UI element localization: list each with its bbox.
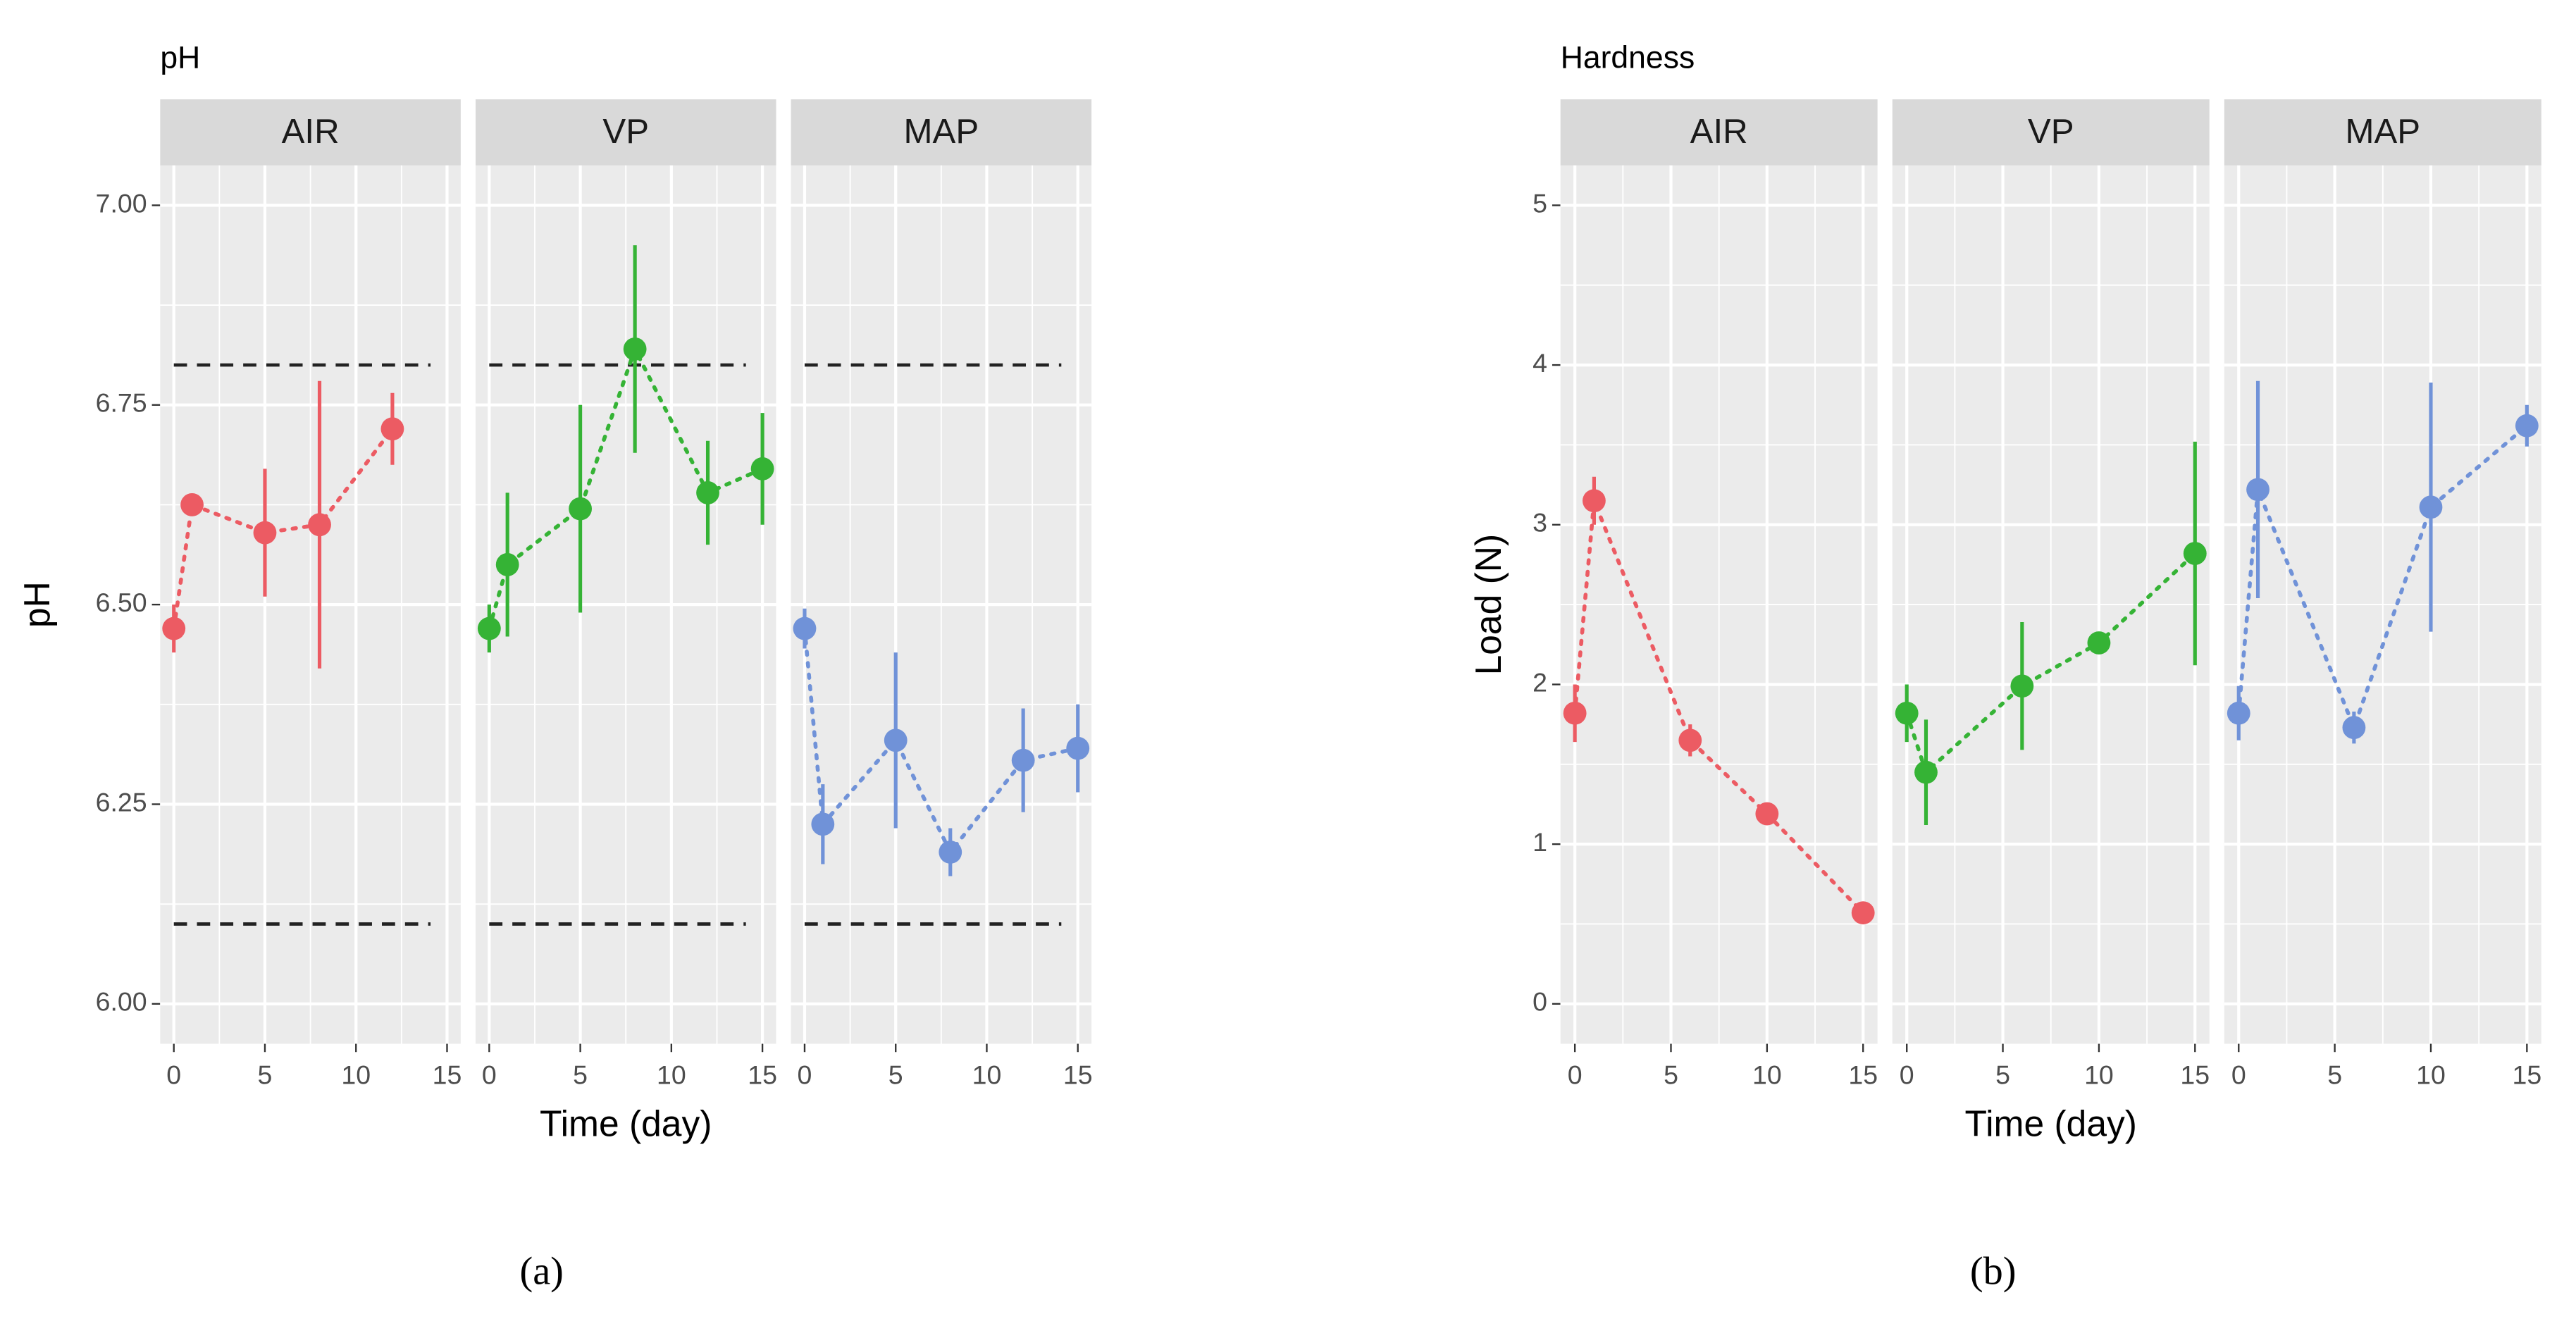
point [2342, 716, 2366, 740]
point [477, 616, 501, 640]
y-tick-label: 6.75 [96, 388, 147, 418]
point [2087, 631, 2111, 655]
point [884, 728, 908, 752]
x-tick-label: 10 [972, 1060, 1002, 1089]
point [253, 521, 277, 545]
point [2246, 478, 2270, 502]
x-axis-title: Time (day) [1965, 1103, 2137, 1143]
caption: (b) [1970, 1250, 2017, 1294]
x-axis-title: Time (day) [540, 1103, 712, 1143]
x-tick-label: 15 [433, 1060, 462, 1089]
x-tick-label: 10 [1752, 1060, 1782, 1089]
point [180, 493, 204, 516]
point [2010, 674, 2034, 698]
y-axis-title: pH [16, 581, 57, 628]
x-tick-label: 15 [1063, 1060, 1093, 1089]
y-tick-label: 5 [1532, 188, 1547, 218]
y-tick-label: 2 [1532, 667, 1547, 697]
strip [791, 99, 1092, 166]
point [1914, 760, 1938, 784]
point [1755, 802, 1779, 826]
x-tick-label: 10 [2416, 1060, 2446, 1089]
y-tick-label: 6.50 [96, 588, 147, 617]
y-tick-label: 3 [1532, 508, 1547, 538]
strip-label: MAP [2345, 112, 2420, 151]
x-tick-label: 15 [1848, 1060, 1878, 1089]
point [2227, 701, 2250, 725]
strip [1892, 99, 2210, 166]
point [495, 553, 519, 576]
point [623, 337, 647, 361]
x-tick-label: 5 [1664, 1060, 1678, 1089]
strip [475, 99, 776, 166]
x-tick-label: 5 [573, 1060, 588, 1089]
x-tick-label: 0 [1568, 1060, 1583, 1089]
point [2419, 495, 2443, 519]
x-tick-label: 0 [1900, 1060, 1914, 1089]
y-tick-label: 6.25 [96, 787, 147, 817]
strip-label: MAP [904, 112, 979, 151]
point [939, 841, 962, 864]
x-tick-label: 10 [341, 1060, 371, 1089]
x-tick-label: 0 [482, 1060, 497, 1089]
x-tick-label: 10 [657, 1060, 686, 1089]
strip [1560, 99, 1878, 166]
chart-title: Hardness [1561, 40, 1695, 75]
y-tick-label: 6.00 [96, 987, 147, 1017]
series-line [171, 426, 395, 631]
point [1678, 728, 1702, 752]
point [793, 616, 817, 640]
x-tick-label: 15 [748, 1060, 777, 1089]
point [1895, 701, 1919, 725]
y-tick-label: 0 [1532, 987, 1547, 1017]
x-tick-label: 5 [258, 1060, 273, 1089]
x-tick-label: 15 [2180, 1060, 2210, 1089]
point [696, 481, 719, 504]
strip-label: VP [2028, 112, 2074, 151]
y-axis-title: Load (N) [1468, 534, 1509, 676]
x-tick-label: 5 [2327, 1060, 2342, 1089]
point [1851, 901, 1875, 925]
series-line [1573, 500, 1866, 915]
y-tick-label: 4 [1532, 348, 1547, 378]
point [162, 616, 186, 640]
caption: (a) [519, 1250, 563, 1294]
strip-label: AIR [282, 112, 340, 151]
point [1066, 736, 1090, 760]
x-tick-label: 5 [888, 1060, 903, 1089]
x-tick-label: 10 [2084, 1060, 2114, 1089]
x-tick-label: 0 [166, 1060, 181, 1089]
series-line [2236, 423, 2529, 733]
point [380, 417, 404, 441]
x-tick-label: 0 [2231, 1060, 2246, 1089]
strip-label: VP [602, 112, 649, 151]
strip [160, 99, 461, 166]
point [1583, 489, 1606, 513]
x-tick-label: 15 [2512, 1060, 2541, 1089]
strip-label: AIR [1690, 112, 1748, 151]
y-tick-label: 7.00 [96, 188, 147, 218]
point [2183, 542, 2207, 565]
y-tick-label: 1 [1532, 827, 1547, 857]
point [750, 457, 774, 480]
point [1563, 701, 1587, 725]
point [569, 497, 592, 521]
strip [2224, 99, 2541, 166]
x-tick-label: 5 [1995, 1060, 2010, 1089]
x-tick-label: 0 [798, 1060, 812, 1089]
series-line [1905, 551, 2198, 776]
point [308, 513, 331, 537]
point [811, 812, 835, 836]
chart-title: pH [160, 40, 200, 75]
point [1011, 748, 1035, 772]
point [2515, 414, 2539, 438]
